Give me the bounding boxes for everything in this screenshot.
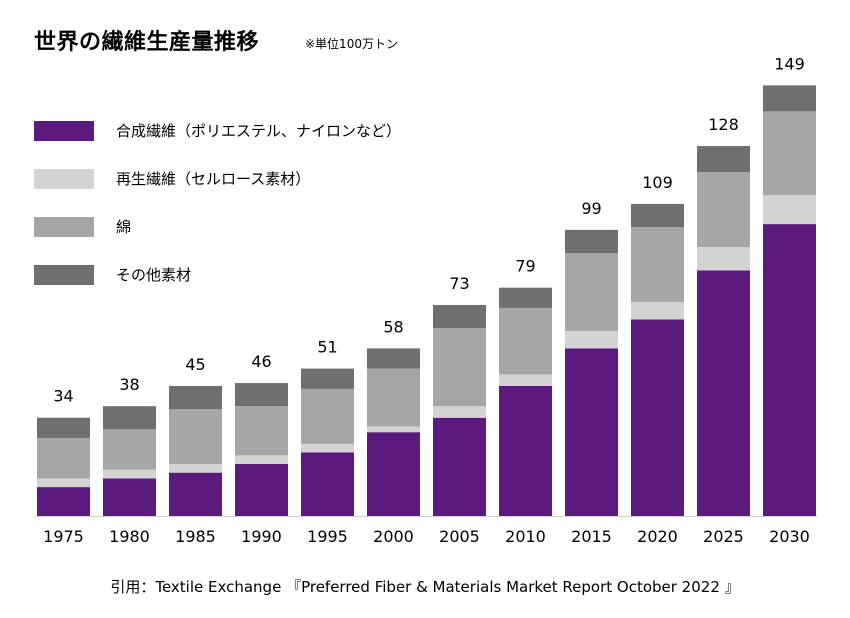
unit-note: ※単位100万トン	[305, 37, 398, 51]
total-label-1975: 34	[53, 387, 73, 406]
source-citation: 引用：Textile Exchange 『Preferred Fiber & M…	[110, 578, 740, 596]
total-label-2005: 73	[449, 274, 469, 293]
bar-regenerated-2025	[697, 247, 750, 271]
x-tick-label-1995: 1995	[307, 527, 348, 546]
x-tick-label-2000: 2000	[373, 527, 414, 546]
bar-synthetic-2030	[763, 224, 816, 517]
bar-synthetic-2015	[565, 348, 618, 516]
bar-cotton-1995	[301, 388, 354, 444]
legend-swatch-cotton	[34, 217, 94, 237]
bar-regenerated-2010	[499, 374, 552, 386]
total-label-1995: 51	[317, 338, 337, 357]
bar-other-2000	[367, 348, 420, 369]
bar-regenerated-2005	[433, 406, 486, 418]
bar-synthetic-1980	[103, 478, 156, 516]
bar-regenerated-2020	[631, 302, 684, 320]
total-label-2000: 58	[383, 317, 403, 336]
bar-synthetic-1990	[235, 463, 288, 516]
bar-regenerated-2000	[367, 426, 420, 433]
x-tick-label-2030: 2030	[769, 527, 810, 546]
bar-regenerated-1990	[235, 455, 288, 464]
bar-synthetic-2005	[433, 417, 486, 516]
bar-other-2030	[763, 85, 816, 112]
bar-regenerated-1985	[169, 463, 222, 473]
total-label-2025: 128	[708, 115, 739, 134]
bar-synthetic-1975	[37, 487, 90, 516]
bar-synthetic-2020	[631, 319, 684, 516]
x-tick-label-2010: 2010	[505, 527, 546, 546]
total-label-2015: 99	[581, 199, 601, 218]
bar-other-2015	[565, 229, 618, 254]
legend-label-regenerated: 再生繊維（セルロース素材）	[116, 170, 311, 188]
bar-cotton-1985	[169, 409, 222, 464]
bar-other-2010	[499, 287, 552, 308]
total-label-2020: 109	[642, 173, 673, 192]
bar-cotton-2010	[499, 307, 552, 375]
bar-cotton-2000	[367, 368, 420, 427]
bar-other-2025	[697, 146, 750, 173]
x-tick-label-1990: 1990	[241, 527, 282, 546]
bar-cotton-2020	[631, 227, 684, 303]
bar-regenerated-1980	[103, 469, 156, 479]
bar-cotton-2025	[697, 172, 750, 248]
bar-regenerated-2015	[565, 331, 618, 349]
bar-other-1980	[103, 406, 156, 430]
bar-other-1990	[235, 383, 288, 407]
bar-synthetic-2000	[367, 432, 420, 516]
bar-regenerated-2030	[763, 195, 816, 225]
x-tick-label-2015: 2015	[571, 527, 612, 546]
total-label-1990: 46	[251, 352, 271, 371]
total-label-2010: 79	[515, 257, 535, 276]
total-label-2030: 149	[774, 54, 805, 73]
x-tick-label-1985: 1985	[175, 527, 216, 546]
bar-other-1975	[37, 417, 90, 438]
bar-synthetic-2025	[697, 270, 750, 516]
chart-title: 世界の繊維生産量推移	[34, 30, 260, 55]
bar-synthetic-1985	[169, 472, 222, 516]
total-label-1980: 38	[119, 375, 139, 394]
total-label-1985: 45	[185, 355, 205, 374]
legend-label-other: その他素材	[116, 266, 192, 284]
legend-swatch-other	[34, 265, 94, 285]
bar-cotton-2030	[763, 111, 816, 196]
bar-cotton-1980	[103, 429, 156, 470]
x-tick-label-2005: 2005	[439, 527, 480, 546]
legend-label-synthetic: 合成繊維（ポリエステル、ナイロンなど）	[116, 122, 402, 140]
legend-swatch-regenerated	[34, 169, 94, 189]
bar-other-2020	[631, 203, 684, 227]
bar-other-1985	[169, 385, 222, 410]
bar-synthetic-1995	[301, 452, 354, 516]
legend-label-cotton: 綿	[116, 218, 132, 236]
x-tick-label-2020: 2020	[637, 527, 678, 546]
bar-regenerated-1975	[37, 478, 90, 488]
bar-cotton-2015	[565, 253, 618, 332]
x-tick-label-1980: 1980	[109, 527, 150, 546]
bar-regenerated-1995	[301, 443, 354, 453]
bar-other-2005	[433, 305, 486, 329]
legend-swatch-synthetic	[34, 121, 94, 141]
bar-cotton-2005	[433, 328, 486, 407]
x-tick-label-2025: 2025	[703, 527, 744, 546]
bar-synthetic-2010	[499, 385, 552, 516]
bar-cotton-1975	[37, 437, 90, 479]
bar-cotton-1990	[235, 406, 288, 456]
x-tick-label-1975: 1975	[43, 527, 84, 546]
bar-other-1995	[301, 368, 354, 389]
